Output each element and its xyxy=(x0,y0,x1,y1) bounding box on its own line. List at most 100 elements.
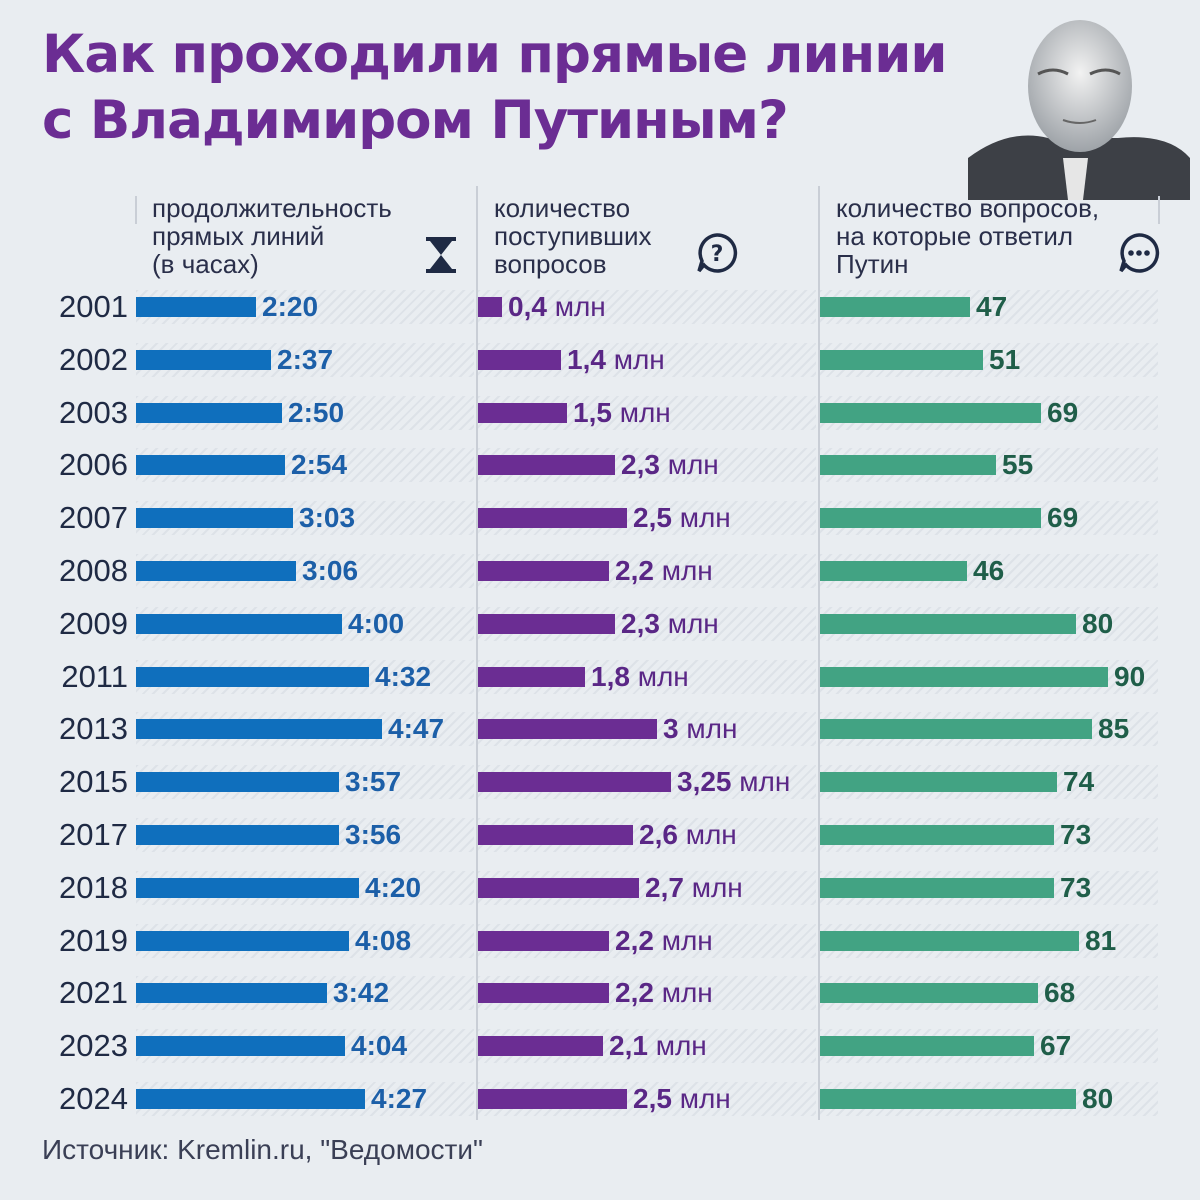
answered-value-label: 73 xyxy=(1060,871,1092,903)
received-value-label: 2,7 млн xyxy=(645,871,743,903)
year-label: 2018 xyxy=(59,869,128,905)
duration-bar xyxy=(136,1036,345,1057)
answered-bar xyxy=(820,983,1038,1004)
answered-value-label: 69 xyxy=(1047,396,1079,428)
answered-value-label: 80 xyxy=(1082,1083,1114,1114)
duration-bar xyxy=(136,666,369,687)
duration-value-label: 4:27 xyxy=(371,1083,428,1114)
answered-value-label: 51 xyxy=(989,343,1021,375)
duration-value-label: 4:00 xyxy=(348,607,405,639)
question-icon: ? xyxy=(697,233,738,273)
year-label: 2003 xyxy=(59,394,128,430)
answered-bar xyxy=(820,877,1054,898)
year-label: 2023 xyxy=(59,1028,128,1064)
duration-bar xyxy=(136,930,349,951)
duration-value-label: 3:56 xyxy=(345,819,402,850)
row-background xyxy=(478,290,816,324)
duration-value-label: 2:50 xyxy=(288,396,345,428)
duration-value-label: 4:08 xyxy=(355,924,412,956)
received-header-line-2: поступивших xyxy=(494,221,652,251)
duration-bar xyxy=(136,455,285,476)
duration-header-line-3: (в часах) xyxy=(152,249,259,279)
answered-bar xyxy=(820,455,996,476)
received-value-label: 2,5 млн xyxy=(633,502,731,534)
duration-header-line-1: продолжительность xyxy=(152,193,392,223)
received-value-label: 0,4 млн xyxy=(508,291,606,322)
answered-bar xyxy=(820,613,1076,634)
answered-header: количество вопросов, на которые ответил … xyxy=(836,194,1099,278)
answered-bar xyxy=(820,772,1057,793)
answered-value-label: 67 xyxy=(1040,1030,1072,1062)
received-bar xyxy=(478,983,609,1004)
year-label: 2006 xyxy=(59,447,128,483)
answered-value-label: 80 xyxy=(1082,607,1114,639)
year-label: 2007 xyxy=(59,500,128,536)
svg-text:?: ? xyxy=(711,242,724,267)
answered-value-label: 55 xyxy=(1002,449,1034,481)
answered-value-label: 46 xyxy=(973,555,1005,586)
year-label: 2002 xyxy=(59,341,128,377)
year-label: 2008 xyxy=(59,553,128,588)
received-bar xyxy=(478,561,609,581)
answered-value-label: 73 xyxy=(1060,819,1092,850)
divider-2 xyxy=(476,186,478,1120)
year-label: 2019 xyxy=(59,922,128,958)
header-divider-4 xyxy=(1158,196,1160,224)
year-label: 2009 xyxy=(59,605,128,641)
portrait-image xyxy=(968,20,1190,200)
received-value-label: 2,1 млн xyxy=(609,1030,707,1062)
answered-header-line-1: количество вопросов, xyxy=(836,193,1100,223)
received-value-label: 2,5 млн xyxy=(633,1083,731,1114)
duration-value-label: 4:20 xyxy=(365,871,422,903)
divider-3 xyxy=(818,186,820,1120)
page-title: Как проходили прямые линии с Владимиром … xyxy=(42,22,948,154)
received-value-label: 2,3 млн xyxy=(621,449,719,481)
source-note: Источник: Kremlin.ru, "Ведомости" xyxy=(42,1134,483,1165)
answered-bar xyxy=(820,561,967,581)
year-label: 2013 xyxy=(59,711,128,747)
answered-header-line-3: Путин xyxy=(836,249,909,279)
duration-bar xyxy=(136,825,339,845)
year-label: 2015 xyxy=(59,764,128,800)
received-bar xyxy=(478,455,615,476)
received-value-label: 1,5 млн xyxy=(573,396,671,428)
answered-header-line-2: на которые ответил xyxy=(836,221,1074,251)
received-bar xyxy=(478,1089,627,1109)
answered-value-label: 68 xyxy=(1044,977,1076,1009)
answered-bar xyxy=(820,508,1041,529)
received-bar xyxy=(478,297,502,317)
chat-bubble-icon xyxy=(1119,233,1160,273)
duration-bar xyxy=(136,1089,365,1109)
received-value-label: 2,2 млн xyxy=(615,555,713,586)
received-header: количество поступивших вопросов xyxy=(494,194,652,278)
answered-value-label: 90 xyxy=(1114,660,1146,692)
received-value-label: 3,25 млн xyxy=(677,766,791,798)
year-label: 2001 xyxy=(59,289,128,324)
answered-bar xyxy=(820,297,970,317)
answered-value-label: 81 xyxy=(1085,924,1117,956)
answered-bar xyxy=(820,1036,1034,1057)
duration-bar xyxy=(136,983,327,1004)
year-label: 2017 xyxy=(59,817,128,852)
answered-bar xyxy=(820,666,1108,687)
title-line-1: Как проходили прямые линии xyxy=(42,24,948,85)
hourglass-icon xyxy=(426,237,456,273)
received-bar xyxy=(478,349,561,370)
duration-header: продолжительность прямых линий (в часах) xyxy=(152,194,392,278)
duration-value-label: 4:32 xyxy=(375,660,432,692)
duration-bar xyxy=(136,508,293,529)
received-bar xyxy=(478,825,633,845)
duration-bar xyxy=(136,402,282,423)
duration-value-label: 3:57 xyxy=(345,766,402,798)
answered-bar xyxy=(820,719,1092,740)
duration-bar xyxy=(136,349,271,370)
received-bar xyxy=(478,666,585,687)
header-divider-1 xyxy=(135,196,137,224)
year-label: 2011 xyxy=(61,658,128,694)
answered-bar xyxy=(820,930,1079,951)
received-bar xyxy=(478,613,615,634)
received-value-label: 2,3 млн xyxy=(621,607,719,639)
duration-bar xyxy=(136,772,339,793)
answered-bar xyxy=(820,349,983,370)
answered-bar xyxy=(820,825,1054,845)
